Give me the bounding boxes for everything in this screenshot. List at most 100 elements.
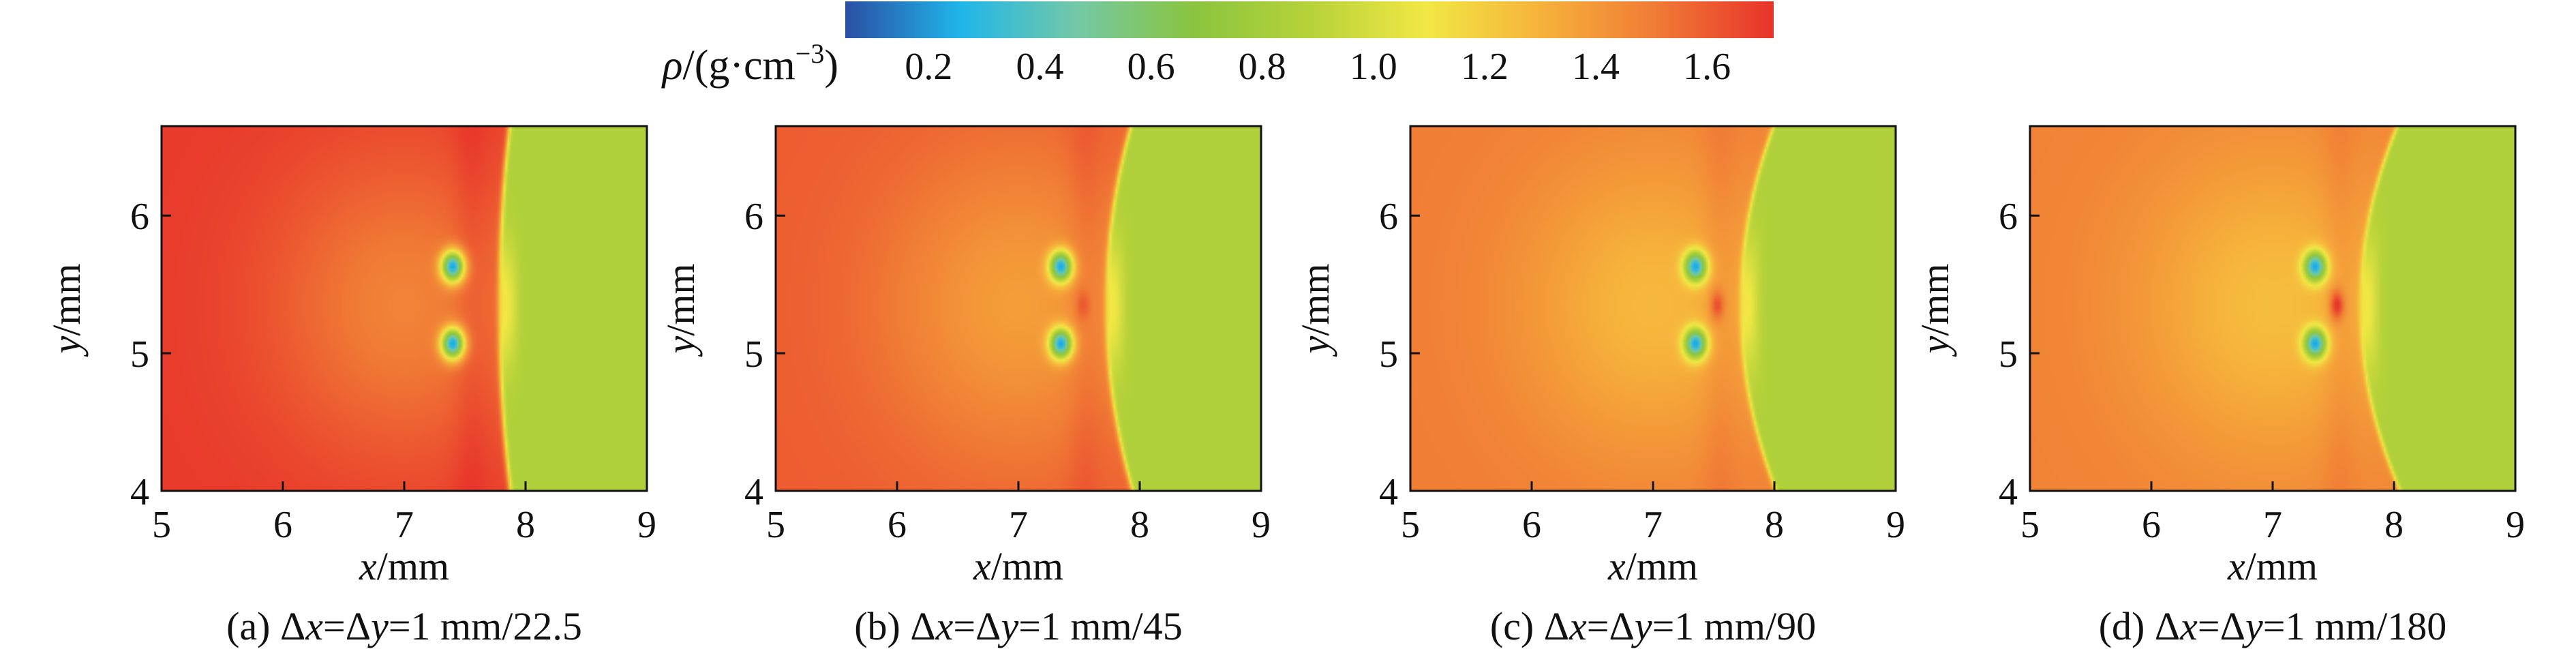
x-tick-label: 7 [395,504,414,546]
caption-var-y: y [997,604,1018,648]
colorbar-bar [845,1,1774,38]
colorbar-tick-label: 0.2 [905,46,952,88]
x-tick-label: 8 [1765,504,1784,546]
y-tick-label: 6 [744,196,763,238]
colorbar-label-exponent: −3 [795,38,825,69]
x-tick-label: 6 [273,504,292,546]
y-tick-label: 6 [130,196,149,238]
x-tick-label: 7 [1643,504,1663,546]
x-axis-label: x/mm [973,544,1063,588]
caption-var-y: y [367,604,389,648]
y-tick-label: 6 [1999,196,2018,238]
caption-mid: =Δ [2198,604,2245,648]
y-axis-unit: /mm [1293,263,1337,335]
x-tick-label: 8 [1130,504,1149,546]
x-tick-label: 6 [2142,504,2161,546]
panel-caption: (c) Δx=Δy=1 mm/90 [1490,604,1816,648]
caption-var-x: x [2179,604,2198,648]
density-field [776,126,1261,491]
x-tick-label: 8 [2384,504,2404,546]
x-axis-var: x [1607,544,1626,588]
y-tick-label: 5 [744,333,763,376]
panel-caption: (d) Δx=Δy=1 mm/180 [2099,604,2447,648]
caption-var-x: x [1569,604,1587,648]
x-tick-label: 5 [1401,504,1420,546]
x-tick-label: 7 [2263,504,2282,546]
caption-resolution: =1 mm/45 [1018,604,1183,648]
x-axis-var: x [2227,544,2245,588]
y-tick-label: 4 [130,471,149,513]
x-axis-label: x/mm [2227,544,2318,588]
caption-mid: =Δ [1587,604,1635,648]
caption-prefix: (a) Δ [226,604,305,648]
density-field [2030,126,2515,491]
x-axis-unit: /mm [991,544,1063,588]
y-tick-label: 6 [1379,196,1398,238]
colorbar-tick-label: 1.2 [1461,46,1509,88]
colorbar-label-close: ) [824,42,838,89]
x-tick-label: 8 [516,504,535,546]
caption-prefix: (b) Δ [854,604,935,648]
y-tick-label: 5 [130,333,149,376]
y-tick-label: 5 [1379,333,1398,376]
caption-resolution: =1 mm/180 [2263,604,2447,648]
density-field [1410,126,1896,491]
x-tick-label: 7 [1009,504,1028,546]
x-tick-label: 9 [1252,504,1271,546]
x-tick-label: 9 [637,504,656,546]
caption-var-y: y [1631,604,1652,648]
x-tick-label: 5 [2020,504,2040,546]
panel-caption: (a) Δx=Δy=1 mm/22.5 [226,604,582,648]
x-axis-unit: /mm [377,544,449,588]
y-axis-unit: /mm [658,263,703,335]
x-tick-label: 5 [766,504,785,546]
y-axis-var: y [1293,336,1337,357]
y-axis-label: y/mm [1913,263,1957,357]
colorbar-tick-label: 1.4 [1572,46,1620,88]
caption-prefix: (c) Δ [1490,604,1569,648]
colorbar-tick-label: 0.8 [1239,46,1286,88]
y-axis-label: y/mm [658,263,703,357]
y-axis-label: y/mm [44,263,89,357]
caption-resolution: =1 mm/90 [1652,604,1817,648]
caption-var-y: y [2242,604,2263,648]
x-axis-unit: /mm [2245,544,2318,588]
caption-resolution: =1 mm/22.5 [389,604,582,648]
y-axis-unit: /mm [1913,263,1957,335]
x-tick-label: 9 [1886,504,1905,546]
y-axis-var: y [1913,336,1957,357]
y-axis-var: y [658,336,703,357]
y-tick-label: 4 [744,471,763,513]
colorbar-label-unit: /(g·cm [683,42,795,89]
caption-var-x: x [935,604,954,648]
x-tick-label: 6 [1522,504,1541,546]
caption-prefix: (d) Δ [2099,604,2180,648]
caption-var-x: x [305,604,323,648]
y-tick-label: 5 [1999,333,2018,376]
x-axis-var: x [973,544,991,588]
x-axis-var: x [359,544,377,588]
x-tick-label: 9 [2506,504,2525,546]
caption-mid: =Δ [323,604,371,648]
colorbar-tick-label: 0.4 [1016,46,1063,88]
x-tick-label: 5 [152,504,171,546]
y-axis-var: y [44,336,89,357]
colorbar-tick-label: 0.6 [1127,46,1175,88]
x-tick-label: 6 [888,504,907,546]
colorbar-label-symbol: ρ [661,42,683,89]
colorbar: ρ/(g·cm−3) 0.2 0.4 0.6 0.8 1.0 1.2 1.4 1.6 [661,1,1774,89]
x-axis-unit: /mm [1626,544,1698,588]
caption-mid: =Δ [953,604,1001,648]
y-axis-label: y/mm [1293,263,1337,357]
panel-caption: (b) Δx=Δy=1 mm/45 [854,604,1183,648]
y-axis-unit: /mm [44,263,89,335]
colorbar-label: ρ/(g·cm−3) [661,38,838,89]
colorbar-tick-label: 1.0 [1350,46,1397,88]
x-axis-label: x/mm [1607,544,1698,588]
